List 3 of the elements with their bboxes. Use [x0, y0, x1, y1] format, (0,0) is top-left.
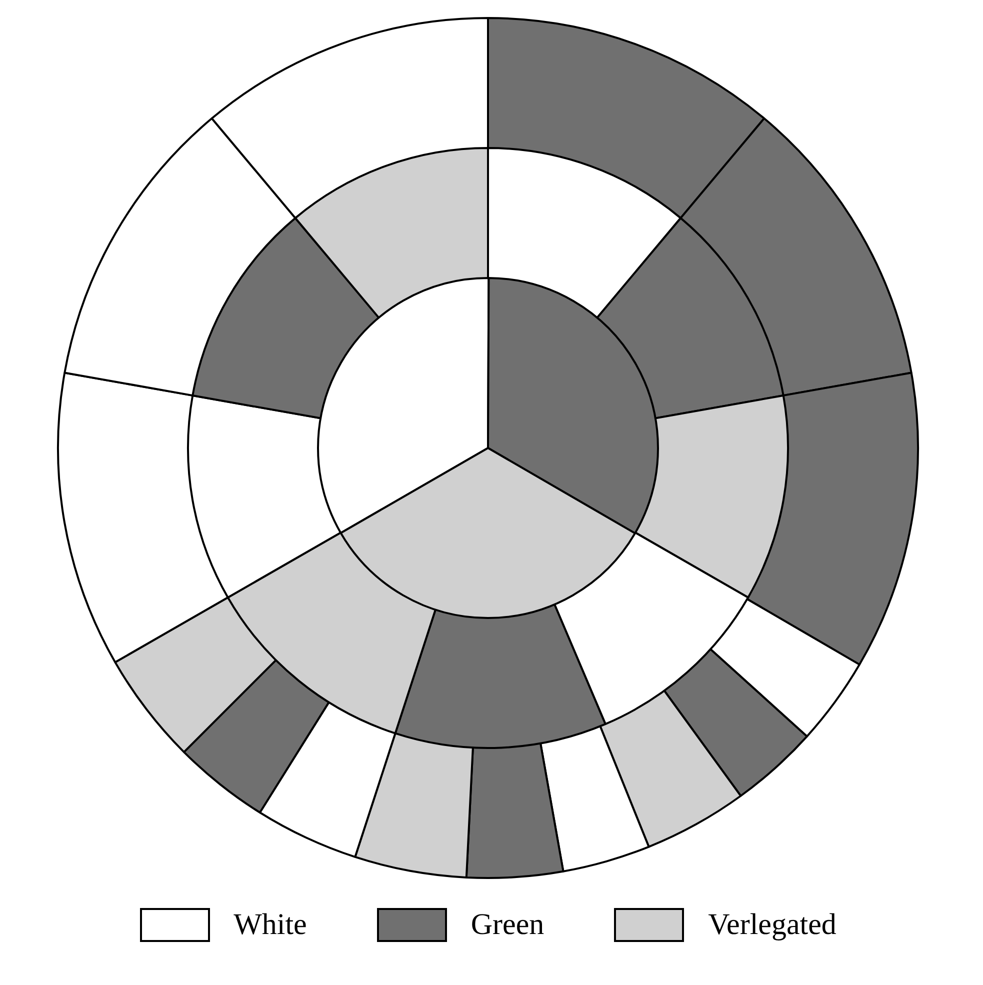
legend-label: Verlegated: [708, 908, 836, 942]
legend-label: White: [234, 908, 307, 942]
legend-label: Green: [470, 908, 544, 942]
